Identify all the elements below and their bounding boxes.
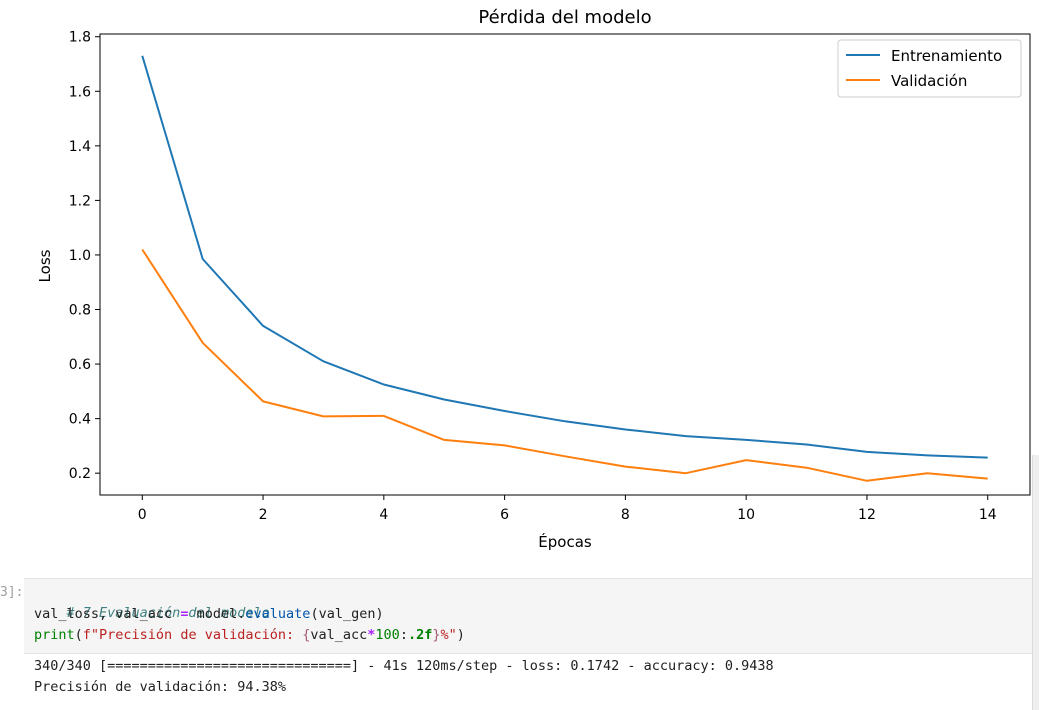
code-number: 100 <box>375 627 400 643</box>
code-args: (val_gen) <box>310 606 384 622</box>
legend: Entrenamiento Validación <box>837 39 1022 98</box>
code-brace-close: } <box>432 627 441 643</box>
plot-frame <box>99 33 1031 496</box>
code-string-end: %" <box>440 627 457 643</box>
legend-label-validacion: Validación <box>891 72 967 90</box>
y-tick-label: 0.6 <box>69 357 91 373</box>
series-line-1 <box>141 248 988 482</box>
y-tick-label: 1.4 <box>69 139 91 155</box>
code-assign: = <box>180 606 189 622</box>
y-tick-label: 1.8 <box>69 30 91 46</box>
output-line-progress: 340/340 [==============================]… <box>34 658 774 674</box>
code-expr: val_acc <box>310 627 368 643</box>
y-tick-label: 0.2 <box>69 466 91 482</box>
code-line-3: print(f"Precisión de validación: {val_ac… <box>34 625 465 645</box>
y-axis-label: Loss <box>36 249 54 282</box>
loss-chart: Pérdida del modelo 0 2 4 6 8 10 12 14 0.2 0.4 0.6… <box>36 7 1031 551</box>
code-paren-close: ) <box>456 627 465 643</box>
code-comment: # 7 Evaluación del modelo <box>66 605 270 621</box>
x-tick-label: 6 <box>500 507 509 523</box>
y-tick-label: 0.4 <box>69 412 91 428</box>
x-tick-label: 10 <box>737 507 755 523</box>
code-object: model. <box>196 606 246 622</box>
code-brace-open: { <box>302 627 311 643</box>
chart-title: Pérdida del modelo <box>478 7 651 28</box>
x-tick-label: 2 <box>259 507 268 523</box>
code-print: print <box>34 627 75 643</box>
x-tick-label: 8 <box>621 507 630 523</box>
y-tick-label: 0.8 <box>69 303 91 319</box>
x-tick-label: 0 <box>138 507 147 523</box>
code-mul: * <box>367 627 376 643</box>
x-tick-label: 14 <box>979 507 997 523</box>
code-comma: , <box>99 606 116 622</box>
output-line-accuracy: Precisión de validación: 94.38% <box>34 679 286 695</box>
code-var-val-loss: val_loss <box>34 606 100 622</box>
scrollbar-track[interactable] <box>1032 455 1039 710</box>
code-format-spec: .2f <box>407 627 433 643</box>
y-axis: 0.2 0.4 0.6 0.8 1.0 1.2 1.4 1.6 1.8 <box>69 30 100 482</box>
legend-box <box>837 39 1022 98</box>
code-var-val-acc: val_acc <box>115 606 173 622</box>
series-line-0 <box>141 55 988 459</box>
code-line-2: val_loss, val_acc = model.evaluate(val_g… <box>34 604 384 624</box>
x-axis: 0 2 4 6 8 10 12 14 <box>138 495 997 523</box>
code-string-start: f"Precisión de validación: <box>82 627 303 643</box>
code-line-1: # 7 Evaluación del modelo <box>34 583 270 621</box>
plot-lines <box>141 55 988 482</box>
x-axis-label: Épocas <box>538 532 592 551</box>
y-tick-label: 1.2 <box>69 193 91 209</box>
legend-label-entrenamiento: Entrenamiento <box>891 47 1002 65</box>
y-tick-label: 1.0 <box>69 248 91 264</box>
code-cell[interactable]: # 7 Evaluación del modelo val_loss, val_… <box>24 578 1032 654</box>
code-paren-open: ( <box>74 627 83 643</box>
code-method: evaluate <box>245 606 311 622</box>
x-tick-label: 4 <box>379 507 388 523</box>
cell-prompt: 3]: <box>0 585 24 600</box>
y-tick-label: 1.6 <box>69 84 91 100</box>
code-colon: : <box>399 627 408 643</box>
x-tick-label: 12 <box>858 507 876 523</box>
